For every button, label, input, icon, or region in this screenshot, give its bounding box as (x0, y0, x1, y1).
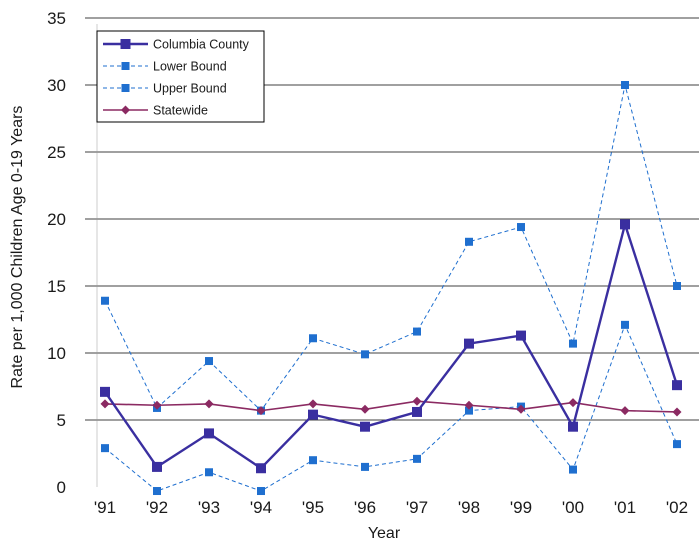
data-point (205, 468, 213, 477)
data-point (464, 338, 474, 349)
y-tick-label: 10 (47, 344, 66, 363)
data-point (621, 320, 629, 329)
y-axis-title: Rate per 1,000 Children Age 0-19 Years (9, 106, 26, 389)
series-upper-bound (101, 81, 681, 415)
legend-label: Statewide (153, 104, 208, 118)
data-point (568, 398, 578, 408)
legend-label: Upper Bound (153, 82, 227, 96)
data-point (256, 406, 266, 416)
series-statewide (100, 396, 682, 417)
data-point (204, 399, 214, 409)
series-layer (100, 81, 682, 496)
x-tick-label: '92 (146, 498, 168, 517)
data-point (309, 334, 317, 343)
series-columbia-county (100, 219, 682, 474)
data-point (413, 454, 421, 463)
data-point (413, 327, 421, 336)
data-point (412, 406, 422, 417)
x-tick-label: '95 (302, 498, 324, 517)
data-point (101, 444, 109, 453)
data-point (673, 282, 681, 290)
x-tick-label: '00 (562, 498, 584, 517)
legend-label: Columbia County (153, 38, 250, 52)
y-tick-label: 35 (47, 9, 66, 28)
legend-swatch-marker (120, 39, 131, 49)
legend-label: Lower Bound (153, 60, 227, 74)
series-line (104, 400, 678, 413)
x-tick-label: '97 (406, 498, 428, 517)
x-tick-label: '93 (198, 498, 220, 517)
data-point (100, 399, 110, 409)
data-point (672, 380, 682, 391)
x-tick-label: '02 (666, 498, 688, 517)
data-point (100, 386, 110, 397)
y-tick-label: 30 (47, 76, 66, 95)
data-point (101, 296, 109, 305)
data-point (153, 487, 161, 496)
data-point (257, 487, 265, 496)
x-axis-ticks: '91 '92 '93 '94 '95 '96 '97 '98 '99 '00 '01 '02 (94, 498, 688, 517)
data-point (672, 407, 682, 417)
x-tick-label: '91 (94, 498, 116, 517)
data-point (568, 421, 578, 432)
legend-item: Upper Bound (103, 82, 227, 96)
x-axis-title: Year (368, 525, 401, 542)
y-axis-ticks: 0 5 10 15 20 25 30 35 (47, 9, 66, 497)
x-tick-label: '99 (510, 498, 532, 517)
legend-swatch-marker (121, 62, 130, 70)
legend-swatch-marker (121, 105, 130, 115)
series-line (104, 323, 678, 492)
data-point (361, 350, 369, 359)
data-point (516, 330, 526, 341)
data-point (412, 396, 422, 406)
data-point (152, 400, 162, 410)
x-tick-label: '98 (458, 498, 480, 517)
data-point (569, 465, 577, 474)
data-point (464, 400, 474, 410)
data-point (309, 456, 317, 465)
series-lower-bound (101, 320, 681, 496)
data-point (256, 463, 266, 474)
data-point (465, 237, 473, 246)
series-line (104, 220, 679, 470)
legend-swatch-marker (121, 84, 130, 92)
y-tick-label: 25 (47, 143, 66, 162)
data-point (620, 406, 630, 416)
y-tick-label: 15 (47, 277, 66, 296)
data-point (621, 81, 629, 89)
data-point (673, 440, 681, 449)
x-tick-label: '01 (614, 498, 636, 517)
legend-item: Lower Bound (103, 60, 227, 74)
data-point (516, 404, 526, 414)
data-point (308, 399, 318, 409)
x-tick-label: '94 (250, 498, 272, 517)
data-point (308, 409, 318, 420)
series-line (104, 84, 678, 412)
data-point (360, 421, 370, 432)
legend: Columbia County Lower Bound Upper Bound Sta… (96, 30, 265, 123)
y-tick-label: 20 (47, 210, 66, 229)
data-point (204, 428, 214, 439)
data-point (465, 406, 473, 415)
data-point (361, 462, 369, 471)
data-point (205, 357, 213, 366)
data-point (569, 339, 577, 348)
data-point (517, 223, 525, 232)
data-point (152, 461, 162, 472)
data-point (620, 219, 630, 230)
y-tick-label: 0 (57, 478, 66, 497)
data-point (360, 404, 370, 414)
legend-item: Statewide (103, 104, 208, 118)
y-tick-label: 5 (57, 411, 66, 430)
x-tick-label: '96 (354, 498, 376, 517)
legend-item: Columbia County (103, 38, 250, 52)
